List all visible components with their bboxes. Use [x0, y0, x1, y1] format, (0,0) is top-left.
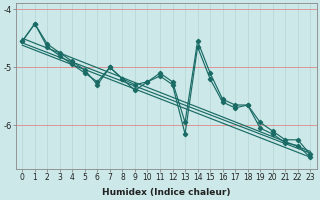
X-axis label: Humidex (Indice chaleur): Humidex (Indice chaleur) — [102, 188, 230, 197]
